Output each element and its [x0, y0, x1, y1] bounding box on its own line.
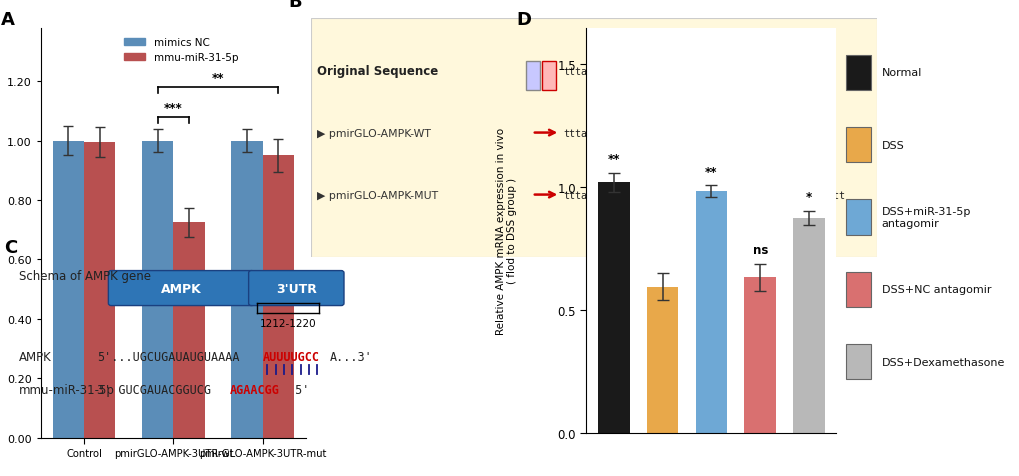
Bar	[231, 141, 263, 438]
Text: Relative AMPK mRNA expression in vivo
( flod to DSS group ): Relative AMPK mRNA expression in vivo ( …	[495, 128, 517, 334]
Bar	[142, 141, 173, 438]
Text: A: A	[1, 10, 15, 29]
Text: taaaacggg: taaaacggg	[631, 190, 685, 200]
Text: **: **	[704, 165, 717, 178]
Text: 5'...UGCUGAUAUGUAAAA: 5'...UGCUGAUAUGUAAAA	[97, 351, 239, 364]
FancyBboxPatch shape	[541, 62, 555, 90]
Bar	[793, 218, 824, 433]
FancyBboxPatch shape	[311, 19, 876, 257]
Legend: mimics NC, mmu-miR-31-5p: mimics NC, mmu-miR-31-5p	[120, 34, 243, 67]
FancyBboxPatch shape	[846, 345, 870, 380]
Text: DSS: DSS	[880, 140, 904, 150]
Text: ***: ***	[164, 101, 182, 115]
Bar	[695, 192, 727, 433]
Text: mmu-miR-31-5p: mmu-miR-31-5p	[18, 383, 114, 396]
FancyBboxPatch shape	[249, 271, 343, 306]
Text: 5': 5'	[287, 383, 309, 396]
Text: 3'UTR: 3'UTR	[275, 282, 317, 295]
Bar	[53, 141, 84, 438]
Text: D: D	[516, 10, 531, 29]
FancyBboxPatch shape	[108, 271, 254, 306]
FancyBboxPatch shape	[846, 128, 870, 163]
Text: DSS+NC antagomir: DSS+NC antagomir	[880, 285, 990, 295]
Text: tttaaaatattttgccccatccccaaacctgtccagcactt: tttaaaatattttgccccatccccaaacctgtccagcact…	[562, 129, 808, 138]
Text: AMPK: AMPK	[161, 282, 202, 295]
Text: B: B	[288, 0, 302, 11]
Text: DSS+miR-31-5p
antagomir: DSS+miR-31-5p antagomir	[880, 207, 970, 228]
Bar	[173, 223, 205, 438]
Text: tttaaaatattttgccccatccccaaacctgtccagcactt: tttaaaatattttgccccatccccaaacctgtccagcact…	[562, 67, 808, 76]
Text: ns: ns	[752, 244, 767, 257]
Text: Normal: Normal	[880, 68, 921, 78]
Text: Schema of AMPK gene: Schema of AMPK gene	[18, 269, 151, 282]
FancyBboxPatch shape	[846, 272, 870, 307]
Bar	[263, 156, 293, 438]
Bar	[646, 287, 678, 433]
Text: AUUUUGCC: AUUUUGCC	[263, 351, 320, 364]
FancyBboxPatch shape	[631, 174, 700, 217]
Text: **: **	[212, 72, 224, 85]
Text: 1212-1220: 1212-1220	[259, 318, 316, 328]
Text: AMPK: AMPK	[18, 351, 51, 364]
Text: Original Sequence: Original Sequence	[317, 65, 437, 78]
FancyBboxPatch shape	[526, 62, 540, 90]
Text: catccccaaacctgtccagcactt: catccccaaacctgtccagcactt	[700, 190, 844, 200]
Text: A...3': A...3'	[329, 351, 372, 364]
Text: 3' GUCGAUACGGUCG: 3' GUCGAUACGGUCG	[97, 383, 211, 396]
Text: tttaaaaat: tttaaaaat	[562, 190, 616, 200]
Text: DSS+Dexamethasone: DSS+Dexamethasone	[880, 357, 1004, 367]
Text: ▶ pmirGLO-AMPK-WT: ▶ pmirGLO-AMPK-WT	[317, 129, 430, 138]
Text: *: *	[805, 191, 811, 204]
FancyBboxPatch shape	[846, 200, 870, 235]
Text: ▶ pmirGLO-AMPK-MUT: ▶ pmirGLO-AMPK-MUT	[317, 190, 437, 200]
Bar	[84, 143, 115, 438]
Text: **: **	[607, 153, 620, 166]
Text: AGAACGG: AGAACGG	[229, 383, 279, 396]
Text: C: C	[4, 239, 17, 257]
Bar	[744, 278, 775, 433]
Bar	[597, 183, 629, 433]
FancyBboxPatch shape	[846, 56, 870, 91]
